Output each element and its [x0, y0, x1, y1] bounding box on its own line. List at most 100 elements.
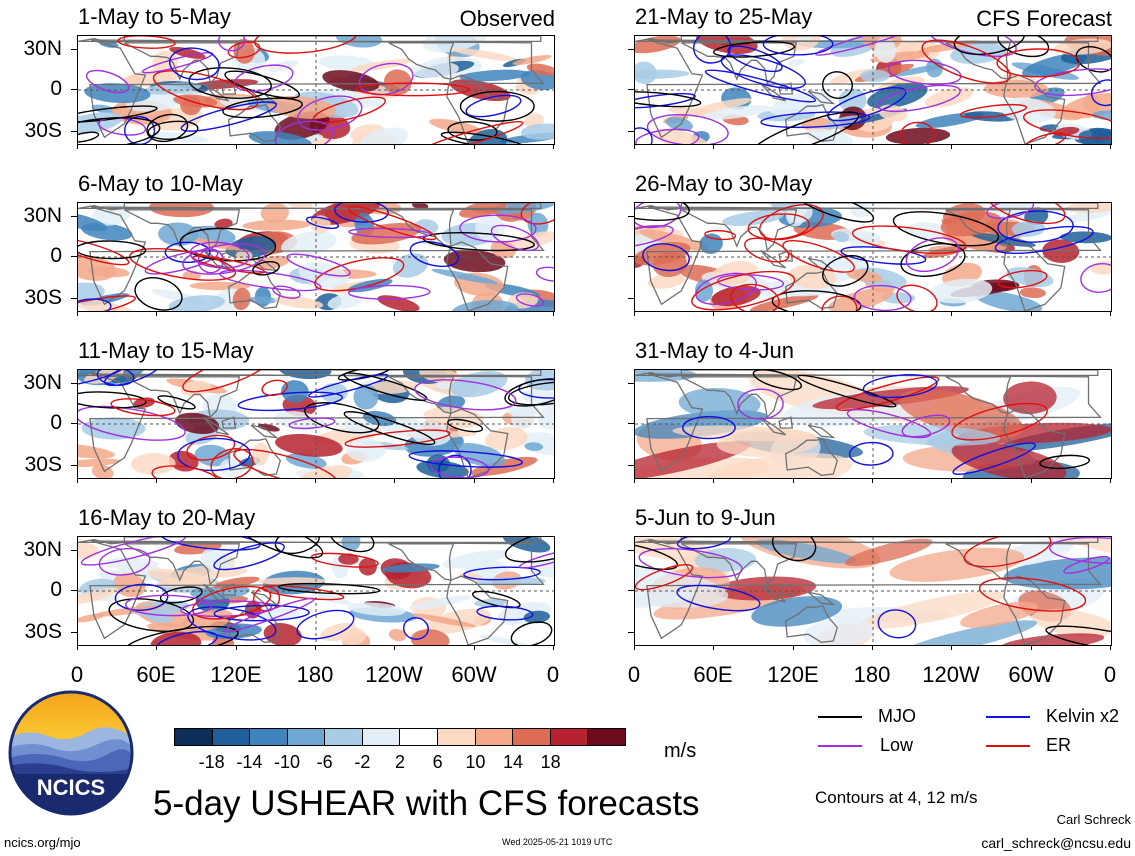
- shear-anomaly-shading: [1059, 231, 1111, 244]
- shear-anomaly-shading: [275, 433, 343, 457]
- shear-anomaly-shading: [885, 127, 951, 144]
- x-tick: [1031, 645, 1032, 650]
- wave-contour: [192, 255, 266, 274]
- x-tick: [474, 645, 475, 650]
- shear-anomaly-shading: [694, 279, 714, 302]
- shear-anomaly-shading: [353, 384, 379, 410]
- wave-contour: [254, 36, 358, 54]
- shear-anomaly-shading: [1019, 287, 1046, 299]
- coastline: [681, 42, 798, 85]
- wave-contour: [853, 284, 912, 311]
- wave-contour: [821, 71, 853, 99]
- wave-contour: [1045, 625, 1111, 645]
- wave-contour: [182, 243, 266, 275]
- colorbar-swatch: [438, 729, 476, 745]
- x-axis-label: 60E: [693, 662, 733, 687]
- y-tick: [71, 465, 77, 466]
- y-tick: [71, 632, 77, 633]
- wave-contour: [994, 225, 1094, 255]
- shear-anomaly-shading: [423, 36, 490, 53]
- wave-contour: [233, 448, 338, 478]
- legend-mjo-line: [818, 716, 862, 718]
- wave-contour: [210, 448, 254, 478]
- shear-anomaly-shading: [411, 613, 476, 628]
- logo-text: NCICS: [37, 775, 105, 800]
- wave-contour: [312, 96, 386, 124]
- wave-contour: [261, 379, 288, 397]
- wave-contour: [1034, 68, 1111, 97]
- y-tick: [628, 550, 634, 551]
- shear-anomaly-shading: [1000, 97, 1056, 123]
- x-tick: [872, 311, 873, 316]
- coastline: [124, 376, 241, 419]
- wave-contour: [901, 414, 951, 438]
- y-axis-label: 0: [50, 77, 62, 100]
- wave-contour: [252, 260, 280, 276]
- wave-contour: [308, 373, 389, 398]
- x-tick: [236, 478, 237, 483]
- shear-anomaly-shading: [1003, 557, 1111, 590]
- x-tick: [713, 311, 714, 316]
- shear-anomaly-shading: [130, 453, 176, 475]
- colorbar: [174, 728, 626, 746]
- shear-anomaly-shading: [1003, 74, 1038, 83]
- shear-anomaly-shading: [846, 269, 882, 283]
- wave-contour: [986, 203, 1035, 219]
- wave-contour: [236, 537, 324, 559]
- y-axis-label: 30N: [23, 538, 62, 561]
- panel-title: 6-May to 10-May: [78, 171, 244, 196]
- panel-title: 11-May to 15-May: [78, 338, 254, 363]
- wave-contour: [635, 128, 700, 144]
- x-tick: [315, 144, 316, 149]
- wave-contour: [635, 203, 682, 229]
- coastline: [635, 537, 1099, 545]
- x-tick: [793, 144, 794, 149]
- coastline: [388, 42, 455, 81]
- coastline: [89, 373, 545, 473]
- legend-kelvin-line: [986, 716, 1030, 718]
- shear-anomaly-shading: [78, 458, 121, 468]
- shear-anomaly-shading: [639, 229, 708, 251]
- colorbar-tick-label: 10: [465, 752, 486, 772]
- shear-anomaly-shading: [263, 622, 302, 645]
- wave-contour: [154, 630, 218, 645]
- x-tick: [553, 144, 554, 149]
- wave-contour: [227, 41, 261, 59]
- wave-contour: [877, 84, 961, 113]
- wave-contour: [899, 121, 935, 144]
- shear-anomaly-shading: [428, 118, 482, 135]
- x-tick: [156, 478, 157, 483]
- wave-contour: [213, 542, 285, 571]
- coastline: [646, 39, 1102, 139]
- shear-anomaly-shading: [755, 539, 857, 564]
- shear-anomaly-shading: [1083, 93, 1101, 113]
- y-tick: [71, 590, 77, 591]
- y-tick: [628, 590, 634, 591]
- colorbar-swatch: [175, 729, 213, 745]
- wave-contour: [997, 210, 1074, 243]
- shear-anomaly-shading: [410, 421, 452, 446]
- y-tick: [628, 131, 634, 132]
- shear-anomaly-shading: [150, 631, 202, 645]
- shear-anomaly-shading: [635, 61, 657, 85]
- shear-anomaly-shading: [722, 210, 784, 226]
- y-axis-label: 30S: [24, 119, 62, 142]
- legend-kelvin-label: Kelvin x2: [1046, 706, 1120, 726]
- wave-contour: [465, 94, 522, 118]
- wave-contour: [963, 537, 1052, 568]
- x-tick: [872, 144, 873, 149]
- shear-anomaly-shading: [194, 444, 231, 467]
- x-tick: [394, 645, 395, 650]
- wave-contour: [297, 95, 363, 131]
- wave-contour: [676, 584, 761, 612]
- wave-contour: [771, 290, 862, 311]
- x-tick: [474, 311, 475, 316]
- wave-contour: [418, 121, 524, 144]
- colorbar-tick-label: -2: [354, 752, 371, 772]
- y-tick: [628, 256, 634, 257]
- coastline: [250, 591, 279, 606]
- wave-contour: [223, 597, 316, 633]
- coastline: [778, 82, 794, 95]
- wave-contour: [189, 241, 250, 269]
- wave-contour: [1090, 79, 1111, 107]
